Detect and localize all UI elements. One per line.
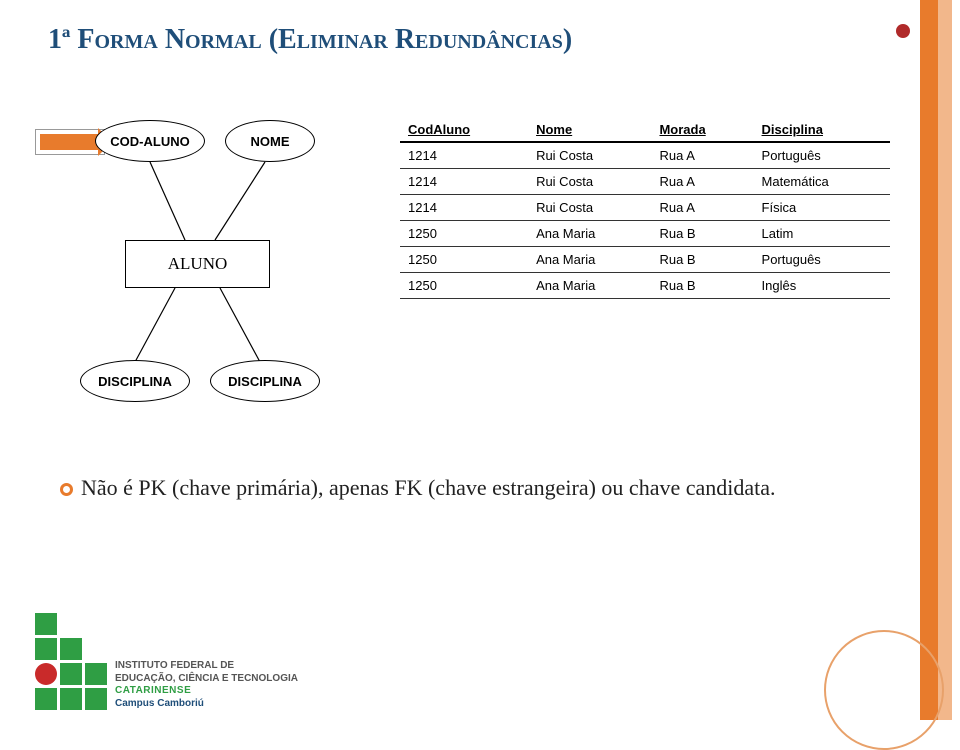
table-cell: Ana Maria	[528, 221, 651, 247]
table-cell: Português	[754, 247, 890, 273]
bullet-text: Não é PK (chave primária), apenas FK (ch…	[60, 475, 776, 501]
corner-circle	[824, 630, 944, 750]
table-row: 1250Ana MariaRua BInglês	[400, 273, 890, 299]
table-cell: Rui Costa	[528, 195, 651, 221]
table-cell: Rui Costa	[528, 142, 651, 169]
er-diagram: COD-ALUNO NOME ALUNO DISCIPLINA DISCIPLI…	[40, 100, 380, 450]
bullet-icon	[60, 483, 73, 496]
table-cell: Rui Costa	[528, 169, 651, 195]
page-title: 1ª Forma Normal (Eliminar Redundâncias)	[48, 24, 572, 56]
table-cell: 1214	[400, 169, 528, 195]
table-cell: Física	[754, 195, 890, 221]
table-cell: Rua A	[651, 169, 753, 195]
table-header-row: CodAluno Nome Morada Disciplina	[400, 118, 890, 142]
table-cell: Rua B	[651, 247, 753, 273]
red-dot	[896, 24, 910, 38]
table-cell: Latim	[754, 221, 890, 247]
entity-aluno: ALUNO	[125, 240, 270, 288]
attr-disciplina-2: DISCIPLINA	[210, 360, 320, 402]
col-morada: Morada	[651, 118, 753, 142]
table-cell: 1250	[400, 221, 528, 247]
table-cell: Ana Maria	[528, 273, 651, 299]
table-cell: Rua A	[651, 142, 753, 169]
table-cell: Matemática	[754, 169, 890, 195]
attr-disciplina-1: DISCIPLINA	[80, 360, 190, 402]
logo-squares	[35, 613, 107, 710]
col-nome: Nome	[528, 118, 651, 142]
table-row: 1250Ana MariaRua BLatim	[400, 221, 890, 247]
table-row: 1214Rui CostaRua APortuguês	[400, 142, 890, 169]
footer-logo: INSTITUTO FEDERAL DEEDUCAÇÃO, CIÊNCIA E …	[35, 613, 298, 710]
table-cell: Português	[754, 142, 890, 169]
footer-text: INSTITUTO FEDERAL DEEDUCAÇÃO, CIÊNCIA E …	[115, 660, 298, 710]
table-cell: Rua B	[651, 221, 753, 247]
table-cell: 1214	[400, 195, 528, 221]
col-disciplina: Disciplina	[754, 118, 890, 142]
table-row: 1214Rui CostaRua AFísica	[400, 195, 890, 221]
table-cell: 1214	[400, 142, 528, 169]
table-cell: 1250	[400, 273, 528, 299]
table-cell: 1250	[400, 247, 528, 273]
table-row: 1214Rui CostaRua AMatemática	[400, 169, 890, 195]
table-cell: Rua A	[651, 195, 753, 221]
table-row: 1250Ana MariaRua BPortuguês	[400, 247, 890, 273]
attr-cod-aluno: COD-ALUNO	[95, 120, 205, 162]
side-stripe-inner	[920, 0, 938, 720]
arrow-indicator	[40, 134, 100, 150]
col-codaluno: CodAluno	[400, 118, 528, 142]
table-cell: Rua B	[651, 273, 753, 299]
attr-nome: NOME	[225, 120, 315, 162]
table-cell: Inglês	[754, 273, 890, 299]
data-table: CodAluno Nome Morada Disciplina 1214Rui …	[400, 118, 890, 299]
table-cell: Ana Maria	[528, 247, 651, 273]
